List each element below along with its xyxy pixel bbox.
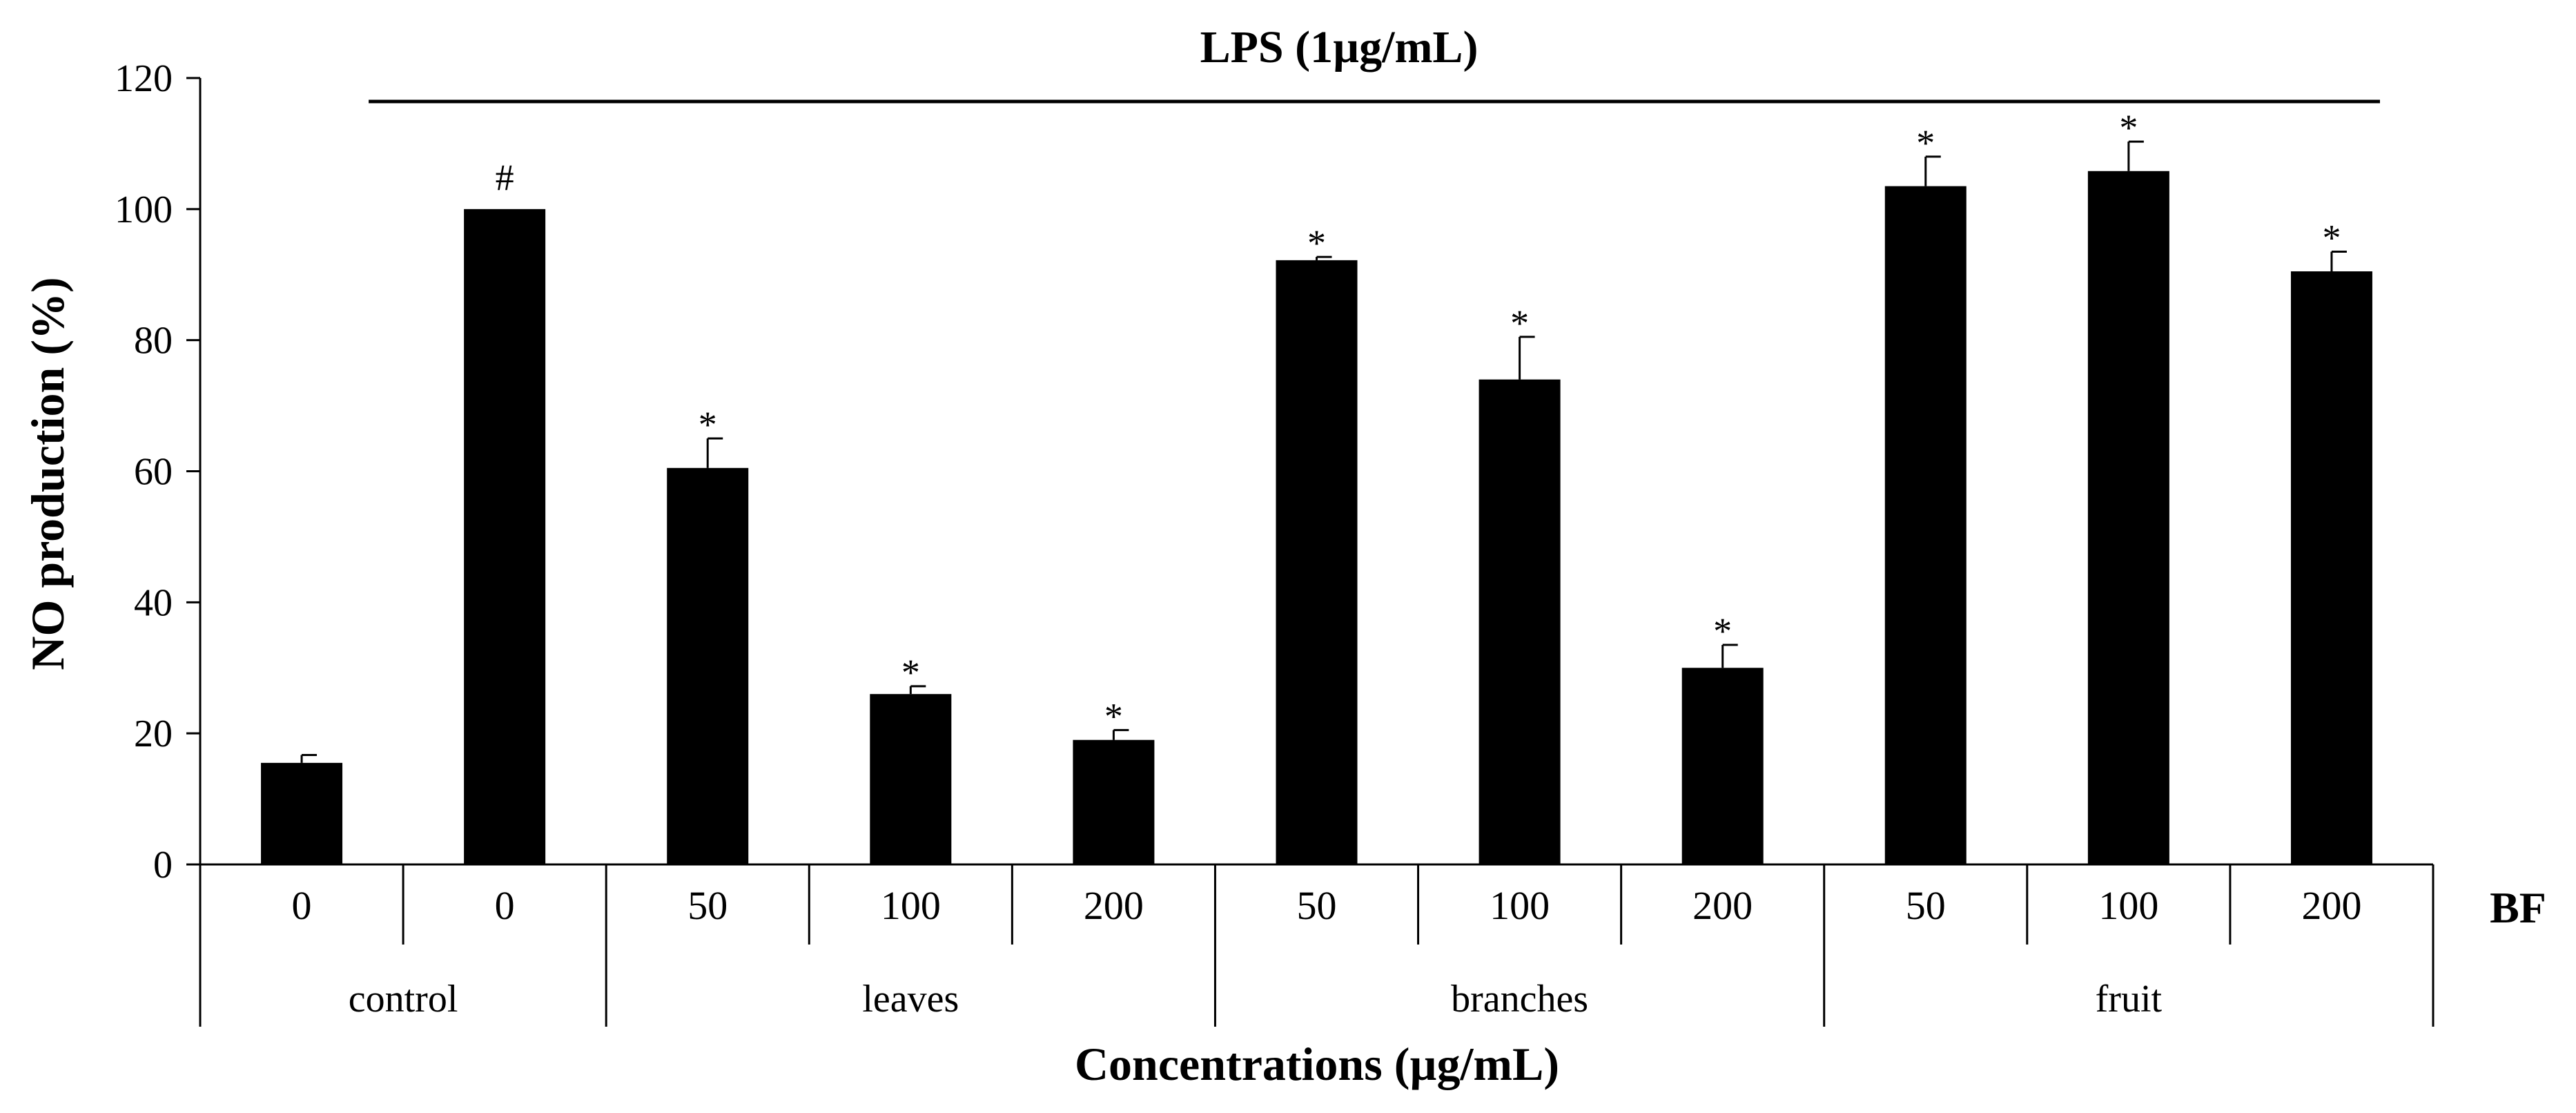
bar	[870, 694, 952, 864]
labels: 0 20 40 60 80 100 120 0 #0 * 50 * 100 * 200 * 50 * 100 * 200…	[115, 57, 2361, 1020]
category-label: 200	[1692, 883, 1753, 928]
category-label: 100	[881, 883, 941, 928]
significance-asterisk: *	[2322, 217, 2341, 259]
significance-asterisk: *	[1510, 302, 1529, 344]
y-tick-label: 20	[134, 713, 173, 755]
significance-asterisk: *	[901, 652, 920, 693]
significance-asterisk: *	[1916, 122, 1935, 164]
bar	[667, 467, 749, 864]
y-axis-title: NO production (%)	[21, 277, 74, 670]
y-tick-label: 100	[115, 188, 173, 231]
bar	[1884, 186, 1967, 864]
bar	[261, 762, 343, 864]
group-label: branches	[1451, 978, 1588, 1020]
category-label: 0	[292, 883, 312, 928]
lps-label: LPS (1µg/mL)	[1200, 22, 1479, 72]
y-tick-label: 40	[134, 581, 173, 624]
significance-asterisk: *	[1713, 610, 1732, 652]
bar	[464, 209, 546, 864]
significance-asterisk: *	[1307, 222, 1326, 264]
category-label: 200	[2301, 883, 2361, 928]
y-tick-label: 120	[115, 57, 173, 100]
bar	[2290, 271, 2372, 865]
category-label: 200	[1084, 883, 1144, 928]
significance-asterisk: *	[1104, 695, 1123, 737]
category-label: 50	[687, 883, 728, 928]
category-label: 100	[1490, 883, 1550, 928]
y-tick-label: 80	[134, 320, 173, 362]
hash-marker: #	[496, 157, 514, 198]
category-label: 100	[2098, 883, 2158, 928]
bars	[261, 140, 2372, 865]
y-tick-label: 0	[153, 844, 173, 887]
category-label: 50	[1906, 883, 1946, 928]
category-label: 0	[495, 883, 515, 928]
group-label: fruit	[2096, 978, 2163, 1020]
group-label: leaves	[862, 978, 959, 1020]
bar	[2087, 171, 2169, 864]
category-label: 50	[1297, 883, 1337, 928]
significance-asterisk: *	[2119, 107, 2138, 148]
group-label: control	[349, 978, 458, 1020]
bar	[1073, 739, 1155, 864]
x-axis-title: Concentrations (µg/mL)	[1075, 1038, 1559, 1090]
significance-asterisk: *	[699, 404, 717, 445]
bf-label: BF	[2490, 883, 2546, 932]
y-tick-label: 60	[134, 451, 173, 494]
bar	[1479, 379, 1561, 864]
bar	[1681, 668, 1764, 864]
bar	[1276, 260, 1358, 864]
